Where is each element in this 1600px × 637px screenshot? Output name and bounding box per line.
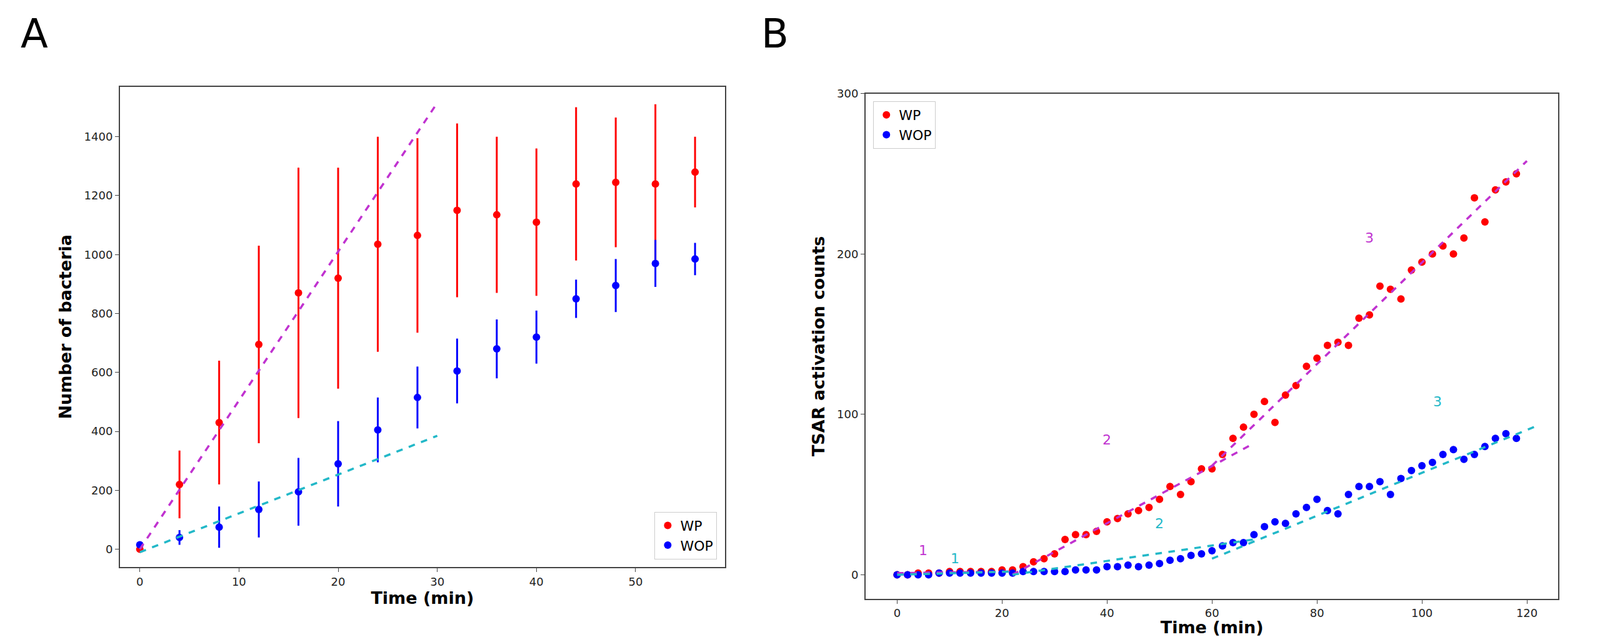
- svg-text:40: 40: [529, 575, 544, 589]
- svg-text:0: 0: [893, 606, 901, 620]
- svg-text:800: 800: [91, 306, 113, 320]
- svg-text:20: 20: [331, 575, 346, 589]
- svg-text:3: 3: [1433, 393, 1442, 410]
- svg-text:2: 2: [1155, 515, 1164, 532]
- svg-text:3: 3: [1365, 230, 1374, 246]
- svg-text:B: B: [761, 10, 789, 57]
- svg-text:80: 80: [1310, 606, 1325, 620]
- svg-text:40: 40: [1100, 606, 1115, 620]
- svg-text:1400: 1400: [84, 130, 114, 144]
- svg-text:1200: 1200: [84, 188, 114, 202]
- svg-text:WOP: WOP: [898, 127, 932, 144]
- svg-text:WOP: WOP: [680, 538, 713, 554]
- svg-text:0: 0: [105, 542, 113, 556]
- svg-text:0: 0: [136, 575, 144, 589]
- svg-text:300: 300: [836, 86, 859, 100]
- svg-text:600: 600: [91, 365, 113, 379]
- svg-text:1: 1: [950, 550, 960, 567]
- svg-text:Number of bacteria: Number of bacteria: [55, 234, 75, 420]
- svg-text:30: 30: [430, 575, 445, 589]
- svg-text:400: 400: [91, 424, 113, 438]
- svg-text:200: 200: [836, 247, 859, 261]
- svg-text:WP: WP: [680, 518, 702, 534]
- svg-text:10: 10: [231, 575, 247, 589]
- svg-text:WP: WP: [898, 107, 921, 124]
- svg-text:A: A: [20, 10, 49, 57]
- svg-text:2: 2: [1102, 431, 1112, 448]
- svg-text:100: 100: [1411, 606, 1433, 620]
- svg-text:1: 1: [918, 542, 928, 559]
- svg-text:50: 50: [628, 575, 643, 589]
- svg-text:0: 0: [851, 568, 859, 582]
- svg-text:200: 200: [91, 483, 113, 497]
- svg-text:1000: 1000: [84, 248, 114, 262]
- svg-text:20: 20: [995, 606, 1010, 620]
- svg-text:100: 100: [836, 407, 859, 421]
- svg-text:120: 120: [1516, 606, 1538, 620]
- svg-text:60: 60: [1205, 606, 1220, 620]
- svg-text:Time (min): Time (min): [1160, 617, 1264, 637]
- svg-text:Time (min): Time (min): [370, 588, 474, 608]
- svg-text:TSAR activation counts: TSAR activation counts: [808, 236, 829, 457]
